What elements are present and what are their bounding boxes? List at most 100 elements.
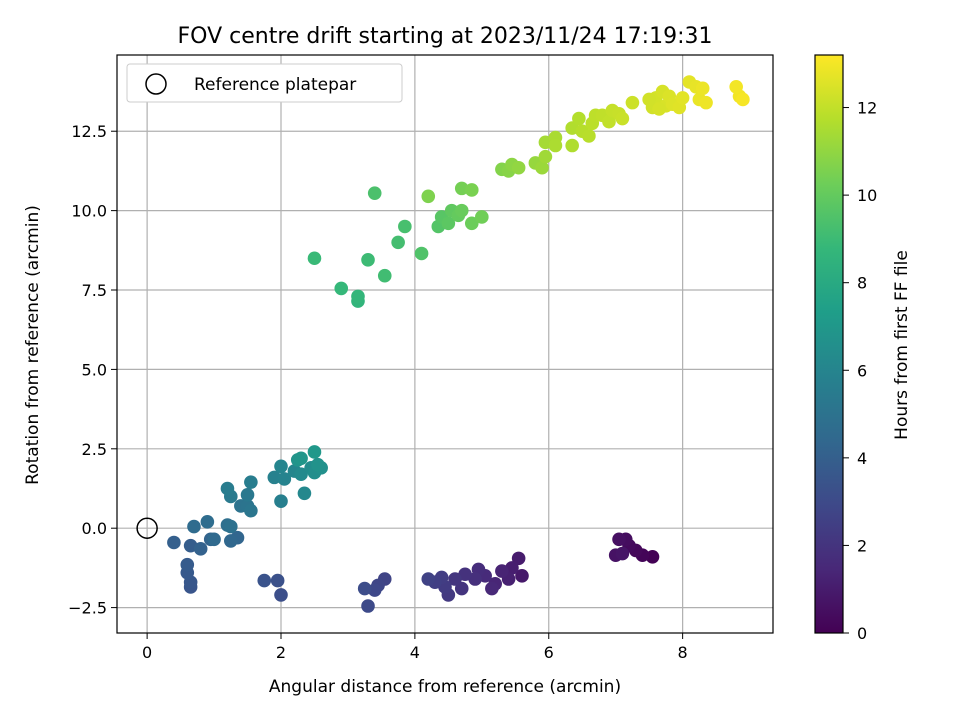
data-point — [495, 564, 509, 578]
data-point — [274, 588, 288, 602]
data-point — [441, 216, 456, 231]
plot-frame — [116, 54, 774, 634]
legend-marker — [145, 73, 167, 95]
data-point — [582, 129, 596, 143]
data-point — [294, 467, 308, 482]
colorbar-frame — [814, 54, 844, 634]
y-tick-label: 0.0 — [82, 519, 107, 538]
data-point — [464, 216, 479, 231]
data-point — [294, 451, 308, 466]
data-point — [454, 581, 469, 596]
y-axis-label: Rotation from reference (arcmin) — [23, 205, 43, 485]
colorbar-tick-label: 4 — [857, 449, 867, 468]
data-point — [475, 210, 489, 224]
y-axis: −2.5 0.0 2.5 5.0 7.5 10.0 12.5 — [68, 122, 117, 618]
data-point — [615, 111, 630, 126]
x-axis: 0 2 4 6 8 — [142, 633, 688, 662]
data-point — [642, 92, 656, 107]
colorbar: 0 2 4 6 8 10 12 Hours from first FF file — [814, 54, 912, 643]
data-point — [167, 535, 181, 550]
data-point — [391, 235, 405, 250]
grid-lines — [117, 55, 773, 633]
y-tick-label: 7.5 — [82, 281, 107, 300]
data-point — [244, 503, 258, 518]
y-tick-label: 2.5 — [82, 440, 107, 459]
data-point — [187, 519, 201, 534]
data-point — [699, 95, 713, 110]
colorbar-tick-label: 10 — [857, 186, 877, 205]
colorbar-ticks: 0 2 4 6 8 10 12 — [843, 99, 877, 643]
data-point — [485, 581, 499, 596]
colorbar-tick-label: 8 — [857, 274, 867, 293]
x-tick-label: 2 — [276, 643, 286, 662]
data-point — [297, 486, 312, 501]
x-tick-label: 6 — [544, 643, 554, 662]
data-point — [421, 572, 436, 586]
data-point — [675, 91, 690, 105]
data-point — [515, 569, 529, 583]
colorbar-gradient — [815, 55, 843, 633]
legend: Reference platepar — [126, 63, 403, 103]
data-point — [307, 251, 322, 266]
data-point — [311, 457, 325, 472]
data-point — [267, 470, 282, 485]
data-point — [274, 459, 288, 474]
data-point — [361, 253, 375, 267]
data-points — [167, 75, 750, 613]
data-point — [464, 183, 479, 197]
data-point — [511, 551, 526, 566]
reference-marker — [136, 517, 158, 539]
data-point — [367, 583, 382, 597]
data-point — [615, 546, 630, 561]
y-tick-label: 5.0 — [82, 360, 107, 379]
colorbar-tick-label: 0 — [857, 624, 867, 643]
data-point — [414, 246, 429, 261]
data-point — [736, 92, 750, 107]
colorbar-tick-label: 6 — [857, 361, 867, 380]
data-point — [220, 481, 235, 496]
data-point — [652, 102, 667, 116]
colorbar-label: Hours from first FF file — [892, 250, 912, 440]
x-tick-label: 8 — [678, 643, 688, 662]
data-point — [535, 160, 549, 175]
data-point — [565, 138, 579, 153]
data-point — [645, 549, 660, 564]
colorbar-tick-label: 2 — [857, 536, 867, 555]
colorbar-tick-label: 12 — [857, 99, 877, 118]
data-point — [398, 219, 412, 234]
data-point — [200, 515, 215, 529]
legend-box — [126, 63, 403, 103]
data-point — [361, 599, 375, 613]
data-point — [270, 573, 285, 588]
data-point — [257, 573, 272, 588]
data-point — [277, 472, 292, 486]
data-point — [695, 81, 710, 96]
data-point — [223, 519, 238, 534]
legend-label: Reference platepar — [194, 75, 356, 95]
x-axis-label: Angular distance from reference (arcmin) — [269, 677, 621, 697]
data-point — [207, 532, 221, 547]
y-tick-label: 12.5 — [71, 122, 107, 141]
y-tick-label: 10.0 — [71, 202, 107, 221]
data-point — [307, 445, 322, 459]
chart-title: FOV centre drift starting at 2023/11/24 … — [178, 24, 713, 49]
data-point — [729, 79, 743, 94]
data-point — [612, 532, 626, 547]
data-point — [334, 281, 349, 296]
data-point — [367, 186, 382, 200]
data-point — [274, 494, 288, 509]
data-point — [454, 203, 469, 218]
data-point — [511, 160, 526, 175]
data-point — [625, 95, 640, 110]
data-point — [240, 488, 255, 502]
data-point — [548, 138, 563, 153]
data-point — [193, 542, 208, 556]
data-point — [421, 189, 436, 204]
data-point — [448, 572, 462, 586]
data-point — [223, 534, 238, 548]
data-point — [351, 289, 365, 304]
data-point — [454, 181, 469, 196]
x-tick-label: 4 — [410, 643, 420, 662]
data-point — [572, 111, 586, 126]
